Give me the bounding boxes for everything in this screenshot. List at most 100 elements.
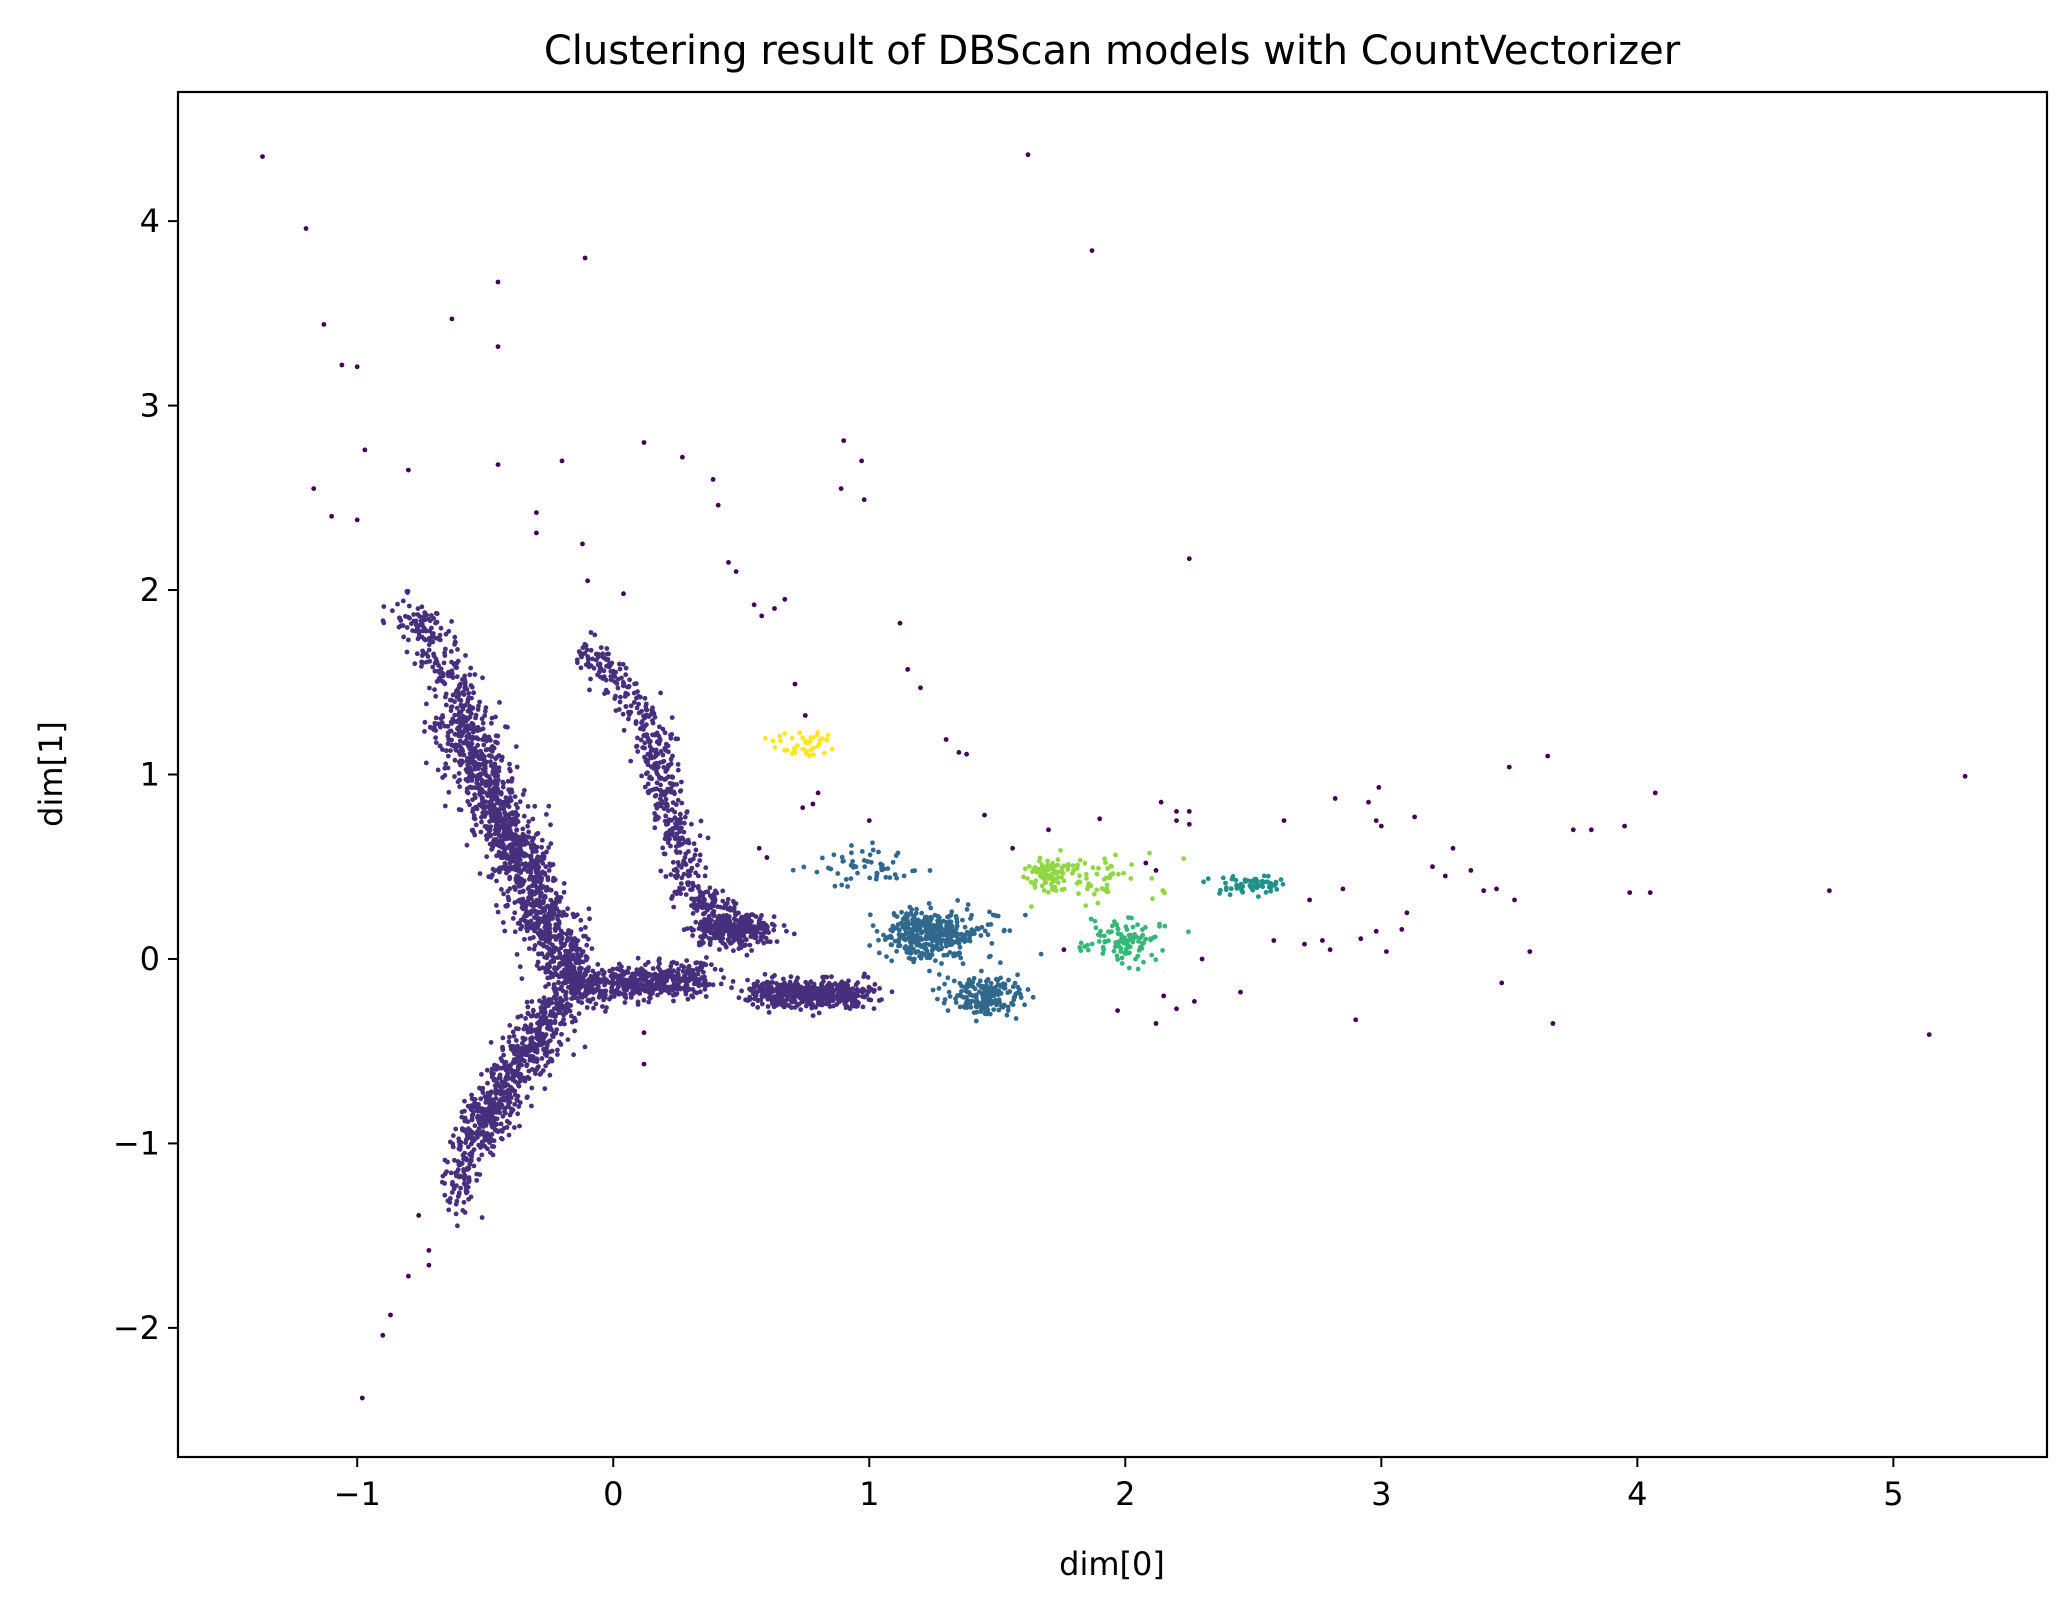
point-cluster-0	[471, 829, 476, 835]
point-cluster-0	[510, 916, 516, 921]
point-cluster-1	[881, 932, 886, 938]
point-cluster-0	[758, 931, 764, 937]
point-cluster-0	[519, 901, 525, 906]
point-cluster-1	[1012, 994, 1018, 1000]
point-cluster-0	[563, 1010, 569, 1016]
point-cluster-1	[1001, 927, 1007, 933]
point-cluster-0	[464, 1156, 469, 1161]
point-cluster-0	[497, 700, 502, 705]
point-cluster-2	[1220, 875, 1226, 881]
point-cluster-0	[534, 844, 540, 850]
point-cluster-1	[916, 921, 922, 927]
point-cluster-0	[650, 720, 656, 726]
point-cluster-0	[582, 970, 587, 976]
point-cluster-0	[514, 836, 520, 842]
point-cluster-0	[527, 876, 532, 882]
point-cluster-noise	[1412, 814, 1417, 820]
point-cluster-2	[1223, 887, 1229, 893]
point-cluster-0	[501, 891, 506, 897]
point-cluster-0	[733, 912, 738, 918]
point-cluster-0	[677, 811, 683, 817]
point-cluster-0	[450, 1182, 455, 1187]
point-cluster-0	[462, 1210, 468, 1215]
point-cluster-0	[482, 708, 488, 714]
point-cluster-0	[541, 995, 547, 1001]
point-cluster-1	[1007, 928, 1013, 934]
point-cluster-0	[567, 1008, 573, 1014]
point-cluster-0	[484, 854, 490, 860]
point-cluster-0	[705, 835, 711, 841]
point-cluster-0	[697, 858, 703, 863]
point-cluster-0	[538, 935, 544, 941]
point-cluster-0	[456, 697, 462, 702]
point-cluster-0	[493, 714, 498, 720]
point-cluster-0	[731, 948, 736, 954]
point-cluster-0	[590, 996, 596, 1002]
point-cluster-0	[471, 1147, 477, 1152]
point-cluster-0	[690, 883, 696, 889]
point-cluster-0	[448, 708, 454, 714]
point-cluster-0	[537, 1042, 543, 1048]
point-cluster-3	[1153, 957, 1159, 963]
point-cluster-0	[559, 955, 565, 961]
point-cluster-noise	[260, 154, 265, 160]
point-cluster-0	[739, 922, 744, 927]
point-cluster-0	[542, 929, 547, 935]
point-cluster-0	[529, 1047, 535, 1052]
point-cluster-0	[538, 1070, 544, 1076]
point-cluster-0	[475, 736, 481, 742]
point-cluster-0	[642, 745, 647, 751]
point-cluster-0	[551, 983, 557, 989]
point-cluster-0	[463, 653, 468, 658]
point-cluster-0	[455, 1223, 460, 1229]
point-cluster-1	[882, 937, 888, 942]
point-cluster-3	[1130, 937, 1136, 942]
point-cluster-0	[462, 1182, 468, 1187]
point-cluster-1	[982, 928, 988, 934]
point-cluster-0	[536, 922, 541, 928]
point-cluster-0	[458, 807, 464, 813]
point-cluster-0	[569, 1013, 574, 1019]
point-cluster-3	[1082, 944, 1087, 950]
point-cluster-0	[808, 993, 814, 998]
point-cluster-0	[522, 918, 528, 924]
point-cluster-0	[524, 999, 530, 1005]
point-cluster-2	[1239, 888, 1245, 893]
point-cluster-0	[819, 988, 824, 993]
point-cluster-0	[484, 773, 490, 778]
point-cluster-0	[692, 852, 698, 858]
point-cluster-0	[636, 970, 641, 976]
point-cluster-0	[422, 610, 428, 615]
point-cluster-noise	[426, 1262, 432, 1268]
point-cluster-0	[737, 934, 743, 940]
point-cluster-1	[970, 984, 976, 989]
point-cluster-0	[843, 1005, 849, 1011]
point-cluster-1	[826, 865, 831, 871]
point-cluster-0	[468, 785, 474, 790]
point-cluster-0	[493, 781, 499, 787]
point-cluster-1	[848, 876, 854, 881]
point-cluster-3	[1088, 916, 1094, 922]
point-cluster-0	[496, 753, 502, 758]
point-cluster-0	[850, 986, 856, 991]
point-cluster-0	[555, 1047, 560, 1053]
point-cluster-0	[761, 920, 767, 926]
point-cluster-0	[681, 871, 687, 877]
point-cluster-1	[914, 906, 919, 912]
point-cluster-1	[1004, 1012, 1010, 1018]
point-cluster-0	[572, 1028, 577, 1034]
point-cluster-0	[502, 928, 508, 934]
point-cluster-0	[627, 980, 632, 986]
point-cluster-0	[743, 936, 748, 942]
point-cluster-0	[484, 836, 490, 842]
point-cluster-0	[595, 651, 601, 657]
point-cluster-0	[477, 802, 482, 808]
point-cluster-1	[911, 927, 916, 933]
point-cluster-0	[569, 962, 574, 968]
point-cluster-0	[784, 1002, 790, 1008]
point-cluster-0	[703, 994, 709, 999]
point-cluster-0	[541, 1046, 546, 1052]
point-cluster-noise	[1353, 1017, 1359, 1023]
point-cluster-0	[504, 796, 510, 802]
point-cluster-3	[1115, 931, 1121, 936]
